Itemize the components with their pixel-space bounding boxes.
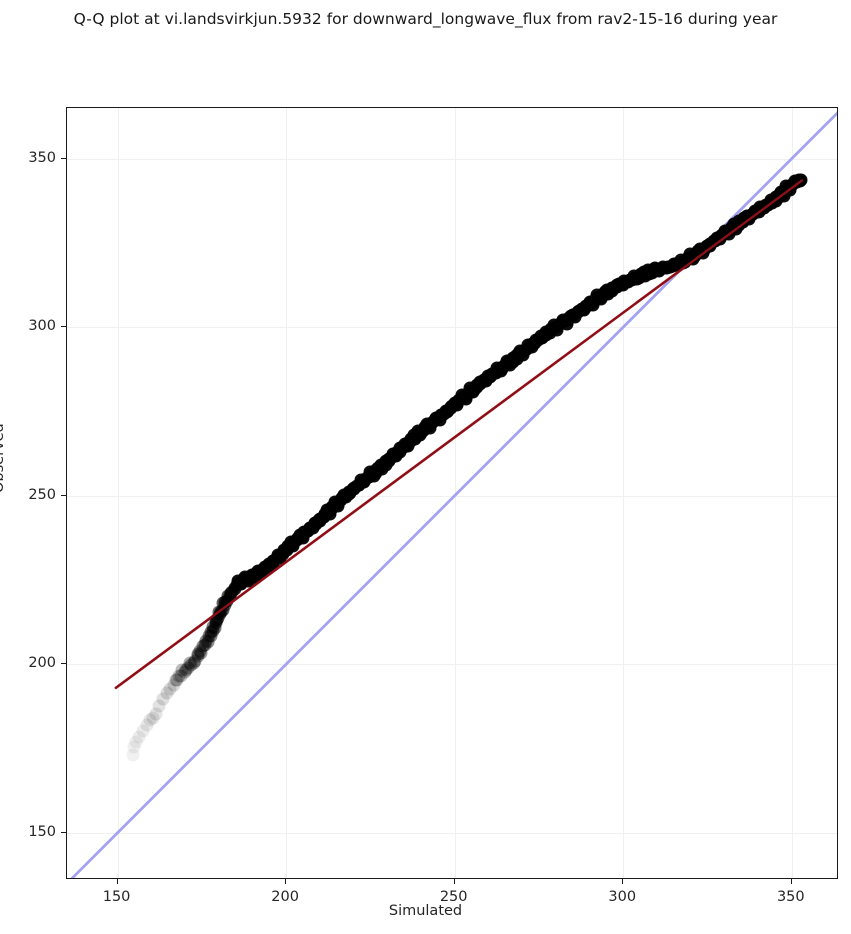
y-tick-mark	[61, 326, 66, 328]
page-title: Q-Q plot at vi.landsvirkjun.5932 for dow…	[73, 10, 778, 28]
x-tick-mark	[622, 879, 624, 884]
y-tick-label: 150	[28, 823, 56, 840]
y-tick-mark	[61, 831, 66, 833]
y-tick-label: 200	[28, 655, 56, 672]
scatter-point	[146, 711, 160, 725]
x-tick-mark	[790, 879, 792, 884]
scatter-point	[160, 686, 174, 700]
x-tick-label: 150	[102, 889, 131, 905]
scatter-point	[156, 692, 170, 706]
y-tick-label: 350	[28, 149, 56, 166]
y-tick-mark	[61, 157, 66, 159]
plot-area	[66, 107, 838, 879]
x-tick-label: 350	[776, 889, 805, 905]
y-axis-label: Observed	[0, 423, 7, 493]
x-tick-label: 250	[439, 889, 468, 905]
x-tick-label: 200	[271, 889, 299, 905]
scatter-point	[152, 699, 166, 713]
gridline-horizontal	[67, 158, 837, 160]
scatter-point	[793, 174, 807, 188]
scatter-point	[140, 718, 154, 732]
scatter-points-layer	[67, 108, 837, 878]
y-tick-mark	[61, 494, 66, 496]
x-tick-mark	[453, 879, 455, 884]
y-tick-label: 250	[28, 486, 56, 503]
x-tick-mark	[116, 879, 118, 884]
x-tick-label: 300	[608, 889, 637, 905]
scatter-point	[126, 748, 140, 762]
x-tick-mark	[285, 879, 287, 884]
y-tick-label: 300	[28, 318, 56, 335]
scatter-point	[129, 735, 143, 749]
scatter-point	[143, 713, 157, 727]
scatter-point	[132, 730, 146, 744]
x-axis-label: Simulated	[388, 903, 463, 919]
y-tick-mark	[61, 663, 66, 665]
scatter-point	[149, 707, 163, 721]
scatter-point	[136, 724, 149, 738]
gridline-horizontal	[67, 832, 837, 834]
scatter-point	[127, 740, 141, 753]
